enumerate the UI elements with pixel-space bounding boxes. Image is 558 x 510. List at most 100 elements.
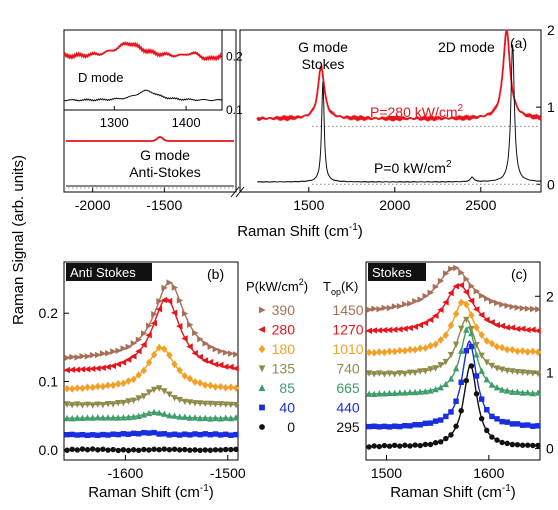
data-point <box>381 304 388 312</box>
data-point <box>151 311 158 318</box>
data-point <box>406 369 414 376</box>
data-point <box>130 413 137 420</box>
data-point <box>509 421 516 427</box>
data-point <box>524 348 531 356</box>
data-point <box>156 385 163 392</box>
data-point <box>489 434 495 440</box>
data-point <box>233 431 239 438</box>
data-point <box>447 321 455 330</box>
data-point <box>207 400 214 408</box>
data-point <box>150 350 158 359</box>
data-point <box>161 388 168 395</box>
x-tick-label: -1600 <box>108 465 144 481</box>
data-point <box>166 351 173 359</box>
data-point <box>397 443 403 449</box>
data-point <box>427 342 434 350</box>
data-point <box>84 383 91 392</box>
panel-b-curves <box>63 279 240 454</box>
data-point <box>432 340 439 349</box>
data-point <box>109 362 116 370</box>
data-point <box>212 361 219 368</box>
data-point <box>530 423 536 429</box>
data-point <box>146 322 153 329</box>
data-point <box>498 322 505 330</box>
data-point <box>110 348 117 355</box>
data-point <box>84 447 91 453</box>
panel-a-label: (a) <box>510 35 527 51</box>
data-point <box>202 381 209 389</box>
data-point <box>376 390 383 397</box>
y-tick-label: 0.2 <box>39 305 59 321</box>
data-point <box>417 344 424 353</box>
data-point <box>259 424 265 430</box>
data-point <box>100 446 106 452</box>
legend-header-p-sup: 2 <box>299 277 304 287</box>
data-point <box>228 432 234 438</box>
data-point <box>232 402 240 409</box>
data-point <box>156 343 163 352</box>
data-point <box>421 319 429 327</box>
panel-b-title: Anti Stokes <box>70 265 136 280</box>
data-point <box>115 400 122 407</box>
panel-b-ticks: -1600 -1500 0.0 0.1 0.2 <box>39 305 246 481</box>
series-label-p0: P=0 kW/cm2 <box>374 159 452 176</box>
data-point <box>442 299 449 306</box>
data-point <box>452 283 459 290</box>
legend-header-t-tail: (K) <box>341 279 358 294</box>
data-point <box>437 336 444 344</box>
data-point <box>407 300 414 307</box>
data-point <box>437 277 445 285</box>
data-point <box>109 414 117 421</box>
data-point <box>452 365 460 372</box>
data-point <box>84 353 92 360</box>
data-point <box>217 432 224 438</box>
data-point <box>99 364 106 371</box>
data-point <box>95 447 101 453</box>
data-point <box>401 370 409 378</box>
data-point <box>432 418 439 424</box>
data-point <box>63 366 70 374</box>
data-point <box>411 388 419 396</box>
data-point <box>370 327 378 334</box>
data-point <box>125 343 132 351</box>
data-point <box>171 395 178 402</box>
data-point <box>212 447 219 453</box>
data-point <box>417 368 424 375</box>
data-point <box>366 444 372 450</box>
data-point <box>462 288 470 296</box>
data-point <box>95 432 101 439</box>
data-point <box>145 358 153 367</box>
data-point <box>161 345 168 353</box>
data-point <box>232 365 239 372</box>
panel-c-ticks: 1500 1600 0 1 2 <box>371 288 554 481</box>
data-point <box>391 423 398 429</box>
legend-temperature: 1270 <box>332 322 363 338</box>
data-point <box>448 409 454 415</box>
series-line <box>257 44 542 183</box>
data-point <box>452 310 460 318</box>
data-point <box>508 324 516 331</box>
data-point <box>397 423 403 430</box>
data-point <box>458 269 465 276</box>
data-point <box>442 380 449 388</box>
data-point <box>207 431 214 438</box>
data-point <box>94 414 101 421</box>
data-point <box>186 399 194 406</box>
data-point <box>437 439 444 445</box>
data-point <box>89 383 96 392</box>
data-point <box>406 388 414 396</box>
data-point <box>473 306 480 313</box>
data-point <box>171 309 178 316</box>
data-point <box>483 316 490 323</box>
data-point <box>534 370 542 377</box>
data-point <box>417 422 423 428</box>
data-point <box>376 443 383 450</box>
y-tick-label: 0.0 <box>39 442 59 458</box>
data-point <box>478 352 485 359</box>
data-point <box>120 379 127 388</box>
data-point <box>258 326 266 333</box>
data-point <box>530 442 536 449</box>
data-point <box>181 398 188 406</box>
data-point <box>119 359 127 366</box>
x-tick-label: 1500 <box>371 465 402 481</box>
